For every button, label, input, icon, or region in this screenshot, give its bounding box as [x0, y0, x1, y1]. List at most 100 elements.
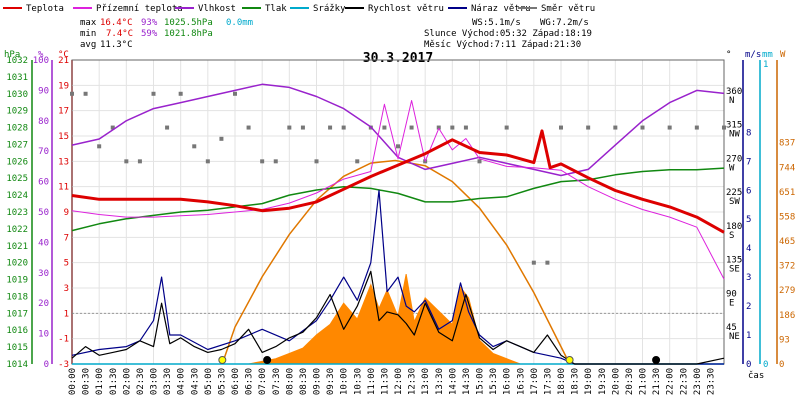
tick-wind: 2 — [746, 302, 751, 312]
solar-series — [221, 159, 571, 365]
stat-max-rain: 0.0mm — [226, 18, 253, 28]
x-tick-label: 10:30 — [353, 368, 363, 395]
x-tick-label: 17:00 — [530, 368, 540, 395]
x-tick-label: 16:30 — [516, 368, 526, 395]
x-tick-label: 20:00 — [611, 368, 621, 395]
x-axis-ticks: 00:00 00:30 01:00 01:30 02:00 02:30 03:00 03:30… — [68, 368, 716, 395]
x-tick-label: 20:30 — [625, 368, 635, 395]
tick-pressure: 1027 — [6, 140, 28, 150]
tick-solar: 93 — [779, 335, 790, 345]
tick-pressure: 1031 — [6, 73, 28, 83]
tick-solar: 465 — [779, 237, 795, 247]
tick-direction: 225 SW — [726, 188, 742, 207]
x-tick-label: 13:30 — [435, 368, 445, 395]
series-wind-gust — [71, 189, 724, 365]
x-tick-label: 01:00 — [95, 368, 105, 395]
tick-solar: 558 — [779, 212, 795, 222]
tick-pressure: 1015 — [6, 343, 28, 353]
tick-direction: 315 NW — [726, 121, 742, 140]
wind-direction-point — [341, 125, 346, 130]
tick-pressure: 1016 — [6, 326, 28, 336]
tick-pressure: 1029 — [6, 107, 28, 117]
axis-unit-rain: mm — [762, 50, 773, 60]
x-tick-label: 18:30 — [571, 368, 581, 395]
stat-min-hum: 59% — [141, 29, 158, 39]
chart-title: 30.3.2017 — [363, 51, 433, 66]
tick-rain: 1 — [763, 60, 768, 70]
x-tick-label: 13:00 — [421, 368, 431, 395]
tick-pressure: 1030 — [6, 90, 28, 100]
wind-direction-point — [273, 159, 278, 164]
wind-direction-point — [110, 125, 115, 130]
tick-pressure: 1019 — [6, 276, 28, 286]
wind-direction-point — [70, 91, 74, 96]
axis-unit-wind: m/s — [745, 50, 761, 60]
x-tick-label: 09:30 — [326, 368, 336, 395]
wind-direction-point — [314, 159, 319, 164]
x-tick-label: 02:30 — [136, 368, 146, 395]
axis-unit-temperature: °C — [58, 50, 69, 60]
tick-pressure: 1017 — [6, 309, 28, 319]
wind-direction-point — [504, 125, 509, 130]
tick-direction: 45 NE — [726, 323, 740, 342]
tick-humidity: 60 — [38, 178, 49, 188]
legend-humidity: Vlhkost — [198, 4, 236, 14]
tick-wind: 6 — [746, 186, 751, 196]
wind-direction-point — [409, 125, 414, 130]
wind-direction-point — [205, 159, 210, 164]
tick-temperature: 19 — [58, 81, 69, 91]
line-series — [71, 83, 725, 365]
wind-direction-point — [531, 260, 536, 265]
x-tick-label: 03:30 — [163, 368, 173, 395]
wind-direction-point — [233, 91, 237, 96]
wind-direction-point — [124, 159, 129, 164]
wind-direction-point — [328, 125, 333, 130]
x-tick-label: 08:30 — [299, 368, 309, 395]
tick-temperature: -1 — [58, 335, 69, 345]
x-tick-label: 04:30 — [190, 368, 200, 395]
wind-direction-point — [382, 125, 387, 130]
x-tick-label: 05:00 — [204, 368, 214, 395]
x-tick-label: 17:30 — [543, 368, 553, 395]
tick-solar: 0 — [779, 360, 784, 370]
wind-direction-point — [722, 125, 726, 130]
wind-direction-point — [219, 136, 224, 141]
wind-direction-point — [694, 125, 699, 130]
stat-ws: WS:5.1m/s — [472, 18, 521, 28]
stat-sun: Slunce Východ:05:32 Západ:18:19 — [424, 29, 592, 39]
x-tick-label: 15:30 — [489, 368, 499, 395]
axis-unit-humidity: % — [38, 50, 44, 60]
x-tick-label: 02:00 — [122, 368, 132, 395]
wind-direction-point — [260, 159, 265, 164]
x-tick-label: 22:00 — [666, 368, 676, 395]
x-tick-label: 15:00 — [476, 368, 486, 395]
axis-unit-direction: ° — [726, 50, 731, 60]
wind-direction-point — [640, 125, 645, 130]
x-tick-label: 00:00 — [68, 368, 78, 395]
legend-wind-speed: Rychlost větru — [368, 4, 444, 14]
x-tick-label: 18:00 — [557, 368, 567, 395]
tick-humidity: 50 — [38, 208, 49, 218]
wind-direction-point — [667, 125, 672, 130]
tick-pressure: 1032 — [6, 56, 28, 66]
tick-temperature: 9 — [64, 208, 69, 218]
x-tick-label: 19:00 — [584, 368, 594, 395]
stat-wg: WG:7.2m/s — [540, 18, 589, 28]
tick-humidity: 80 — [38, 117, 49, 127]
series-pressure — [71, 167, 725, 232]
tick-solar: 744 — [779, 163, 795, 173]
tick-humidity: 70 — [38, 147, 49, 157]
tick-direction: 270 W — [726, 154, 742, 173]
x-tick-label: 21:30 — [652, 368, 662, 395]
wind-direction-point — [137, 159, 142, 164]
tick-pressure: 1025 — [6, 174, 28, 184]
tick-wind: 4 — [746, 244, 751, 254]
tick-pressure: 1028 — [6, 124, 28, 134]
tick-direction: 90 E — [726, 289, 737, 308]
wind-direction-point — [178, 91, 183, 96]
tick-pressure: 1014 — [6, 360, 28, 370]
x-tick-label: 06:30 — [245, 368, 255, 395]
stat-min-temp: 7.4°C — [106, 29, 133, 39]
x-tick-label: 23:00 — [693, 368, 703, 395]
